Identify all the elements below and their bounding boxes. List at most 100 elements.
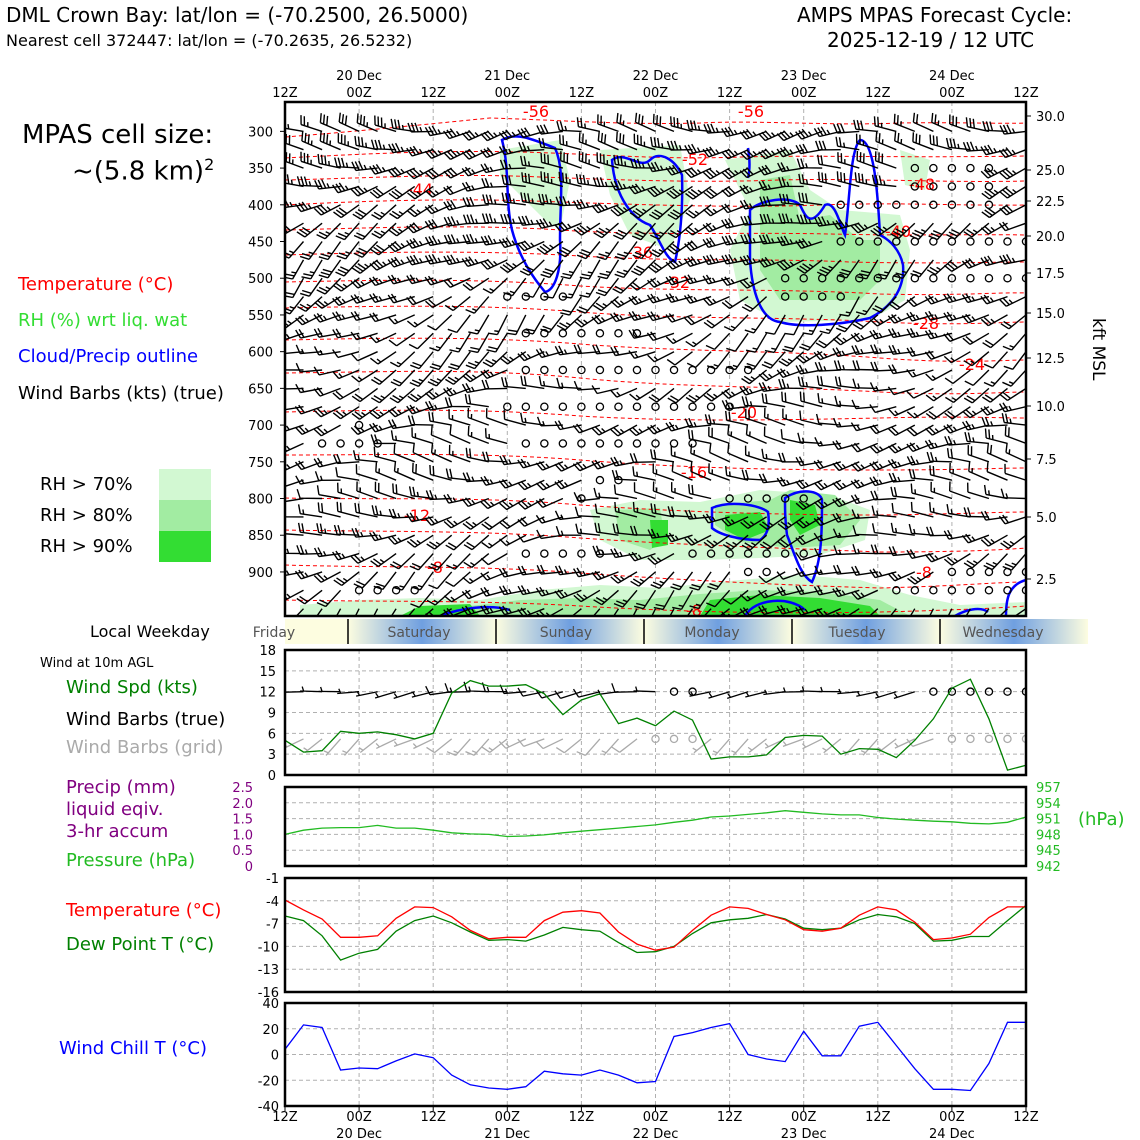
wind-barb bbox=[461, 129, 490, 141]
wind-barb bbox=[350, 185, 378, 197]
wind-barb bbox=[299, 241, 323, 260]
wind-barb bbox=[393, 461, 415, 481]
wind-barb-10m-true bbox=[611, 683, 638, 693]
wind-barb bbox=[443, 516, 471, 529]
wind-barb bbox=[501, 174, 526, 188]
height-tick-label: 20.0 bbox=[1036, 230, 1065, 245]
wind-barb bbox=[535, 479, 564, 491]
wind-barb bbox=[646, 331, 675, 342]
calm-wind-marker bbox=[521, 292, 531, 301]
wind-barb bbox=[429, 464, 452, 481]
calm-wind-marker bbox=[1003, 567, 1012, 577]
calm-wind-marker bbox=[558, 402, 568, 411]
wind-barb bbox=[998, 147, 1026, 159]
wind-barb bbox=[908, 468, 934, 481]
calm-wind-marker bbox=[540, 439, 549, 448]
wind-barb bbox=[498, 478, 527, 489]
calm-wind-marker bbox=[521, 365, 531, 375]
wind-barb bbox=[352, 450, 378, 463]
wind-barb bbox=[780, 429, 804, 445]
wind-barb bbox=[796, 259, 823, 274]
wind-barb bbox=[949, 462, 971, 481]
wind-barb bbox=[610, 571, 638, 584]
wind-barb bbox=[462, 214, 489, 225]
wind-barb bbox=[443, 234, 471, 245]
wind-barb bbox=[285, 553, 286, 555]
cloud-outline bbox=[748, 138, 905, 327]
wind-barb bbox=[318, 259, 342, 279]
wind-barb bbox=[480, 147, 508, 159]
wind-barb bbox=[1002, 369, 1026, 387]
wind-barb bbox=[389, 351, 416, 368]
calm-wind-10m-grid bbox=[966, 734, 975, 744]
calm-wind-marker bbox=[855, 200, 864, 210]
wind-barb-10m-grid bbox=[323, 738, 342, 756]
wind-barb bbox=[556, 240, 582, 258]
wind-barb bbox=[517, 479, 545, 491]
wind-barb bbox=[906, 424, 934, 437]
wind-barb bbox=[684, 240, 712, 252]
cloud-outline bbox=[710, 502, 770, 542]
wind-barb bbox=[758, 164, 786, 176]
calm-wind-marker bbox=[595, 329, 605, 338]
wind-barb bbox=[406, 534, 434, 548]
wind-barb bbox=[445, 571, 471, 588]
wind-barb bbox=[388, 142, 415, 154]
wind-barb bbox=[369, 164, 397, 175]
top-date-label: 21 Dec bbox=[484, 69, 530, 84]
wind-barb bbox=[837, 152, 860, 169]
wind-barb bbox=[390, 608, 397, 616]
wind-barb bbox=[351, 259, 379, 274]
wind-barb bbox=[407, 608, 416, 616]
calm-wind-10m-grid bbox=[984, 734, 994, 744]
wind-barb bbox=[962, 406, 990, 419]
wind-barb bbox=[556, 314, 582, 331]
wind-barb bbox=[337, 133, 360, 151]
pressure-tick-label: 500 bbox=[248, 272, 273, 287]
wind-speed-tick: 18 bbox=[259, 644, 276, 659]
calm-wind-marker bbox=[595, 475, 605, 485]
wind-barb bbox=[612, 277, 638, 294]
wind-barb bbox=[313, 547, 341, 558]
kft-label: kft MSL bbox=[1088, 318, 1108, 381]
wind-barb-10m-grid bbox=[426, 738, 453, 754]
wind-barb bbox=[723, 314, 749, 332]
wind-barb bbox=[930, 481, 953, 500]
wind-barb bbox=[406, 204, 434, 218]
wind-barb bbox=[813, 608, 842, 616]
wind-barb bbox=[425, 185, 453, 198]
wind-barb bbox=[333, 277, 360, 292]
weekday-label: Saturday bbox=[387, 625, 450, 641]
wind-barb bbox=[299, 277, 323, 297]
wind-barb bbox=[575, 173, 600, 188]
wind-barb bbox=[906, 311, 934, 322]
wind-barb bbox=[912, 132, 934, 151]
calm-wind-marker bbox=[651, 402, 660, 411]
wind-barb bbox=[850, 222, 879, 234]
wind-barb bbox=[370, 387, 397, 404]
wind-barb bbox=[535, 348, 564, 359]
wind-barb-10m-grid bbox=[535, 738, 564, 750]
wind-barb bbox=[333, 524, 360, 536]
wind-barb bbox=[702, 295, 730, 307]
wind-barb bbox=[335, 608, 342, 616]
calm-wind-marker bbox=[873, 237, 883, 246]
wind-barb bbox=[741, 396, 767, 408]
windchill-tick: 0 bbox=[271, 1049, 279, 1064]
wind-barb bbox=[449, 425, 471, 445]
wind-barb bbox=[666, 240, 693, 255]
calm-wind-marker bbox=[540, 402, 549, 411]
wind-barb bbox=[388, 508, 415, 519]
calm-wind-marker bbox=[540, 549, 549, 558]
wind-barb bbox=[924, 552, 953, 563]
calm-wind-marker bbox=[632, 402, 642, 411]
calm-wind-marker bbox=[743, 567, 753, 577]
wind-barb bbox=[499, 497, 527, 511]
wind-barb bbox=[297, 504, 323, 518]
wind-barb bbox=[285, 198, 304, 209]
calm-wind-marker bbox=[577, 439, 586, 448]
wind-barb-10m-grid bbox=[731, 738, 749, 756]
wind-barb bbox=[406, 237, 434, 249]
calm-wind-marker bbox=[1021, 237, 1026, 246]
wind-barb bbox=[924, 329, 953, 340]
